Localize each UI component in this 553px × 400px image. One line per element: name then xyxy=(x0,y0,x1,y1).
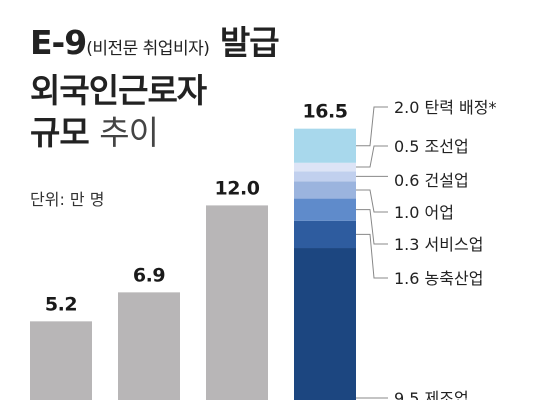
bar-value-label-4: 16.5 xyxy=(303,101,348,123)
stack-label-6: 0.5 조선업 xyxy=(394,137,469,156)
stack-label-7: 2.0 탄력 배정* xyxy=(394,98,497,117)
stack-label-3: 1.3 서비스업 xyxy=(394,235,483,254)
stack-segment-4 xyxy=(294,181,356,199)
title-issued: 발급 xyxy=(219,23,280,62)
stack-segment-3 xyxy=(294,198,356,221)
leader-line-4 xyxy=(356,189,388,213)
stack-segment-2 xyxy=(294,220,356,249)
bar-2 xyxy=(118,292,180,400)
unit-label: 단위: 만 명 xyxy=(30,190,105,209)
title-e9: E-9 xyxy=(30,23,87,62)
stack-segment-6 xyxy=(294,162,356,172)
bar-value-label-3: 12.0 xyxy=(215,177,260,199)
title-line-3: 규모 추이 xyxy=(30,112,279,154)
leader-line-6 xyxy=(356,145,388,168)
bar-value-label-1: 5.2 xyxy=(45,293,77,315)
stack-label-4: 1.0 어업 xyxy=(394,203,454,222)
leader-line-3 xyxy=(356,209,388,245)
bar-1 xyxy=(30,321,92,400)
chart-title: E-9(비전문 취업비자) 발급 외국인근로자 규모 추이 xyxy=(30,22,280,154)
stack-label-1: 9.5 제조업 xyxy=(394,389,469,400)
stack-label-2: 1.6 농축산업 xyxy=(394,269,483,288)
title-line-2: 외국인근로자 xyxy=(30,71,207,110)
stack-segment-7 xyxy=(294,128,356,163)
title-scale: 규모 xyxy=(30,113,90,152)
bar-value-label-2: 6.9 xyxy=(133,264,165,286)
leader-line-2 xyxy=(356,233,388,279)
title-visa-type: (비전문 취업비자) xyxy=(86,39,210,59)
stack-label-5: 0.6 건설업 xyxy=(394,171,469,190)
stack-segment-1 xyxy=(294,248,356,400)
bar-3 xyxy=(206,205,268,400)
leader-line-7 xyxy=(356,106,388,147)
stack-segment-5 xyxy=(294,171,356,182)
title-trend: 추이 xyxy=(99,113,159,152)
title-line-1: E-9(비전문 취업비자) 발급 xyxy=(30,22,280,70)
